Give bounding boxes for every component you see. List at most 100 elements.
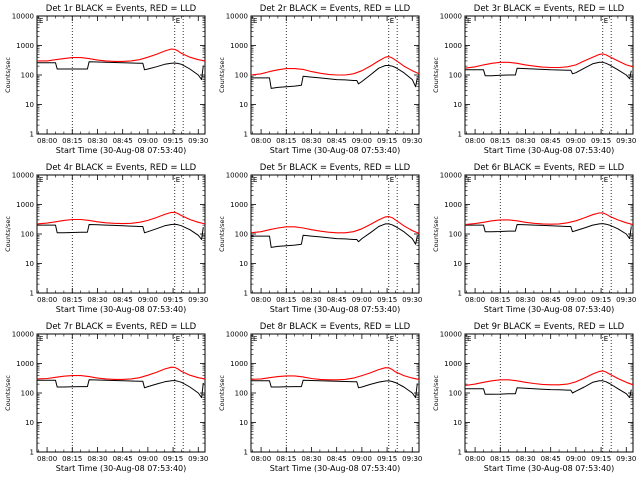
- x-tick-label: 08:30: [87, 455, 107, 463]
- x-tick-label: 08:00: [251, 296, 271, 304]
- events-series-line: [465, 223, 632, 240]
- marker-letter-left: E: [253, 17, 257, 25]
- y-tick-label: 10: [239, 101, 248, 109]
- y-tick-label: 1: [30, 131, 34, 139]
- y-tick-label: 1000: [230, 42, 248, 50]
- x-tick-label: 09:00: [138, 455, 158, 463]
- y-tick-label: 100: [235, 390, 248, 398]
- panel-title: Det 4r BLACK = Events, RED = LLD: [46, 163, 197, 173]
- x-tick-label: 08:15: [490, 137, 510, 145]
- x-axis-label: Start Time (30-Aug-08 07:53:40): [270, 146, 401, 155]
- x-tick-label: 09:00: [138, 137, 158, 145]
- y-tick-label: 1: [244, 290, 248, 298]
- x-tick-label: 08:30: [301, 137, 321, 145]
- x-tick-label: 08:45: [541, 455, 561, 463]
- x-tick-label: 08:45: [541, 296, 561, 304]
- panel-title: Det 2r BLACK = Events, RED = LLD: [260, 4, 411, 14]
- x-tick-label: 09:30: [188, 137, 208, 145]
- x-tick-label: 08:30: [87, 296, 107, 304]
- x-tick-label: 08:00: [465, 296, 485, 304]
- x-tick-label: 08:30: [515, 137, 535, 145]
- x-tick-label: 08:30: [515, 296, 535, 304]
- x-tick-label: 09:15: [377, 455, 397, 463]
- x-tick-label: 09:00: [566, 137, 586, 145]
- y-tick-label: 10: [453, 101, 462, 109]
- events-series-line: [465, 380, 632, 399]
- y-tick-label: 1: [244, 449, 248, 457]
- x-tick-label: 09:15: [163, 296, 183, 304]
- x-tick-label: 08:00: [465, 137, 485, 145]
- plot-frame: [464, 174, 634, 294]
- marker-letter: E: [390, 17, 394, 25]
- y-tick-label: 100: [235, 231, 248, 239]
- y-tick-label: 1: [458, 290, 462, 298]
- x-tick-label: 08:45: [113, 137, 133, 145]
- x-tick-label: 09:15: [163, 455, 183, 463]
- x-tick-label: 08:30: [301, 296, 321, 304]
- events-series-line: [251, 379, 418, 399]
- y-axis-label: Counts/sec: [4, 57, 12, 93]
- x-tick-label: 09:30: [402, 296, 422, 304]
- lld-series-line: [37, 48, 206, 62]
- x-tick-label: 09:15: [163, 137, 183, 145]
- plot-frame: [36, 174, 206, 294]
- y-tick-label: 10000: [226, 331, 248, 339]
- y-tick-label: 1: [458, 131, 462, 139]
- y-tick-label: 100: [21, 72, 34, 80]
- x-tick-label: 08:30: [87, 137, 107, 145]
- x-axis-label: Start Time (30-Aug-08 07:53:40): [56, 464, 187, 473]
- marker-letter-left: E: [253, 335, 257, 343]
- x-tick-label: 08:00: [465, 455, 485, 463]
- panel-title: Det 1r BLACK = Events, RED = LLD: [46, 4, 197, 14]
- panel-title: Det 6r BLACK = Events, RED = LLD: [474, 163, 625, 173]
- y-tick-label: 100: [235, 72, 248, 80]
- y-tick-label: 1: [458, 449, 462, 457]
- marker-letter-left: E: [39, 176, 43, 184]
- marker-letter: E: [604, 17, 608, 25]
- marker-letter: E: [604, 335, 608, 343]
- x-tick-label: 09:00: [352, 455, 372, 463]
- lld-series-line: [36, 366, 206, 380]
- y-tick-label: 1000: [16, 360, 34, 368]
- y-tick-label: 10: [453, 419, 462, 427]
- x-tick-label: 09:15: [591, 455, 611, 463]
- x-tick-label: 08:00: [251, 137, 271, 145]
- events-series-line: [465, 61, 632, 80]
- x-tick-label: 09:00: [352, 296, 372, 304]
- x-tick-label: 09:30: [188, 455, 208, 463]
- y-tick-label: 10: [239, 419, 248, 427]
- y-tick-label: 10000: [12, 331, 34, 339]
- x-tick-label: 08:45: [113, 455, 133, 463]
- y-tick-label: 10000: [440, 172, 462, 180]
- marker-letter: E: [176, 17, 180, 25]
- y-axis-label: Counts/sec: [218, 375, 226, 411]
- events-series-line: [37, 379, 204, 399]
- x-axis-label: Start Time (30-Aug-08 07:53:40): [484, 305, 615, 314]
- x-tick-label: 08:00: [251, 455, 271, 463]
- y-tick-label: 10000: [226, 172, 248, 180]
- chart-panel-1: Det 1r BLACK = Events, RED = LLD 1 10 100 10…: [4, 4, 208, 155]
- marker-letter: E: [390, 335, 394, 343]
- y-tick-label: 1000: [230, 360, 248, 368]
- chart-panel-2: Det 2r BLACK = Events, RED = LLD 1 10 100 10…: [218, 4, 422, 155]
- chart-panel-9: Det 9r BLACK = Events, RED = LLD 1 10 100 10…: [432, 322, 636, 473]
- lld-series-line: [250, 56, 420, 76]
- lld-series-line: [464, 212, 634, 226]
- marker-letter-left: E: [39, 335, 43, 343]
- plot-frame: [36, 15, 206, 135]
- x-tick-label: 08:15: [62, 455, 82, 463]
- y-tick-label: 10000: [440, 331, 462, 339]
- marker-letter-left: E: [253, 176, 257, 184]
- x-tick-label: 08:45: [327, 137, 347, 145]
- y-tick-label: 100: [449, 231, 462, 239]
- marker-letter: E: [390, 176, 394, 184]
- x-tick-label: 09:30: [616, 137, 636, 145]
- y-tick-label: 10: [25, 101, 34, 109]
- y-tick-label: 10: [25, 260, 34, 268]
- events-series-line: [37, 223, 204, 240]
- lld-series-line: [464, 53, 634, 69]
- x-tick-label: 09:30: [188, 296, 208, 304]
- chart-panel-3: Det 3r BLACK = Events, RED = LLD 1 10 100 10…: [432, 4, 636, 155]
- x-tick-label: 08:45: [541, 137, 561, 145]
